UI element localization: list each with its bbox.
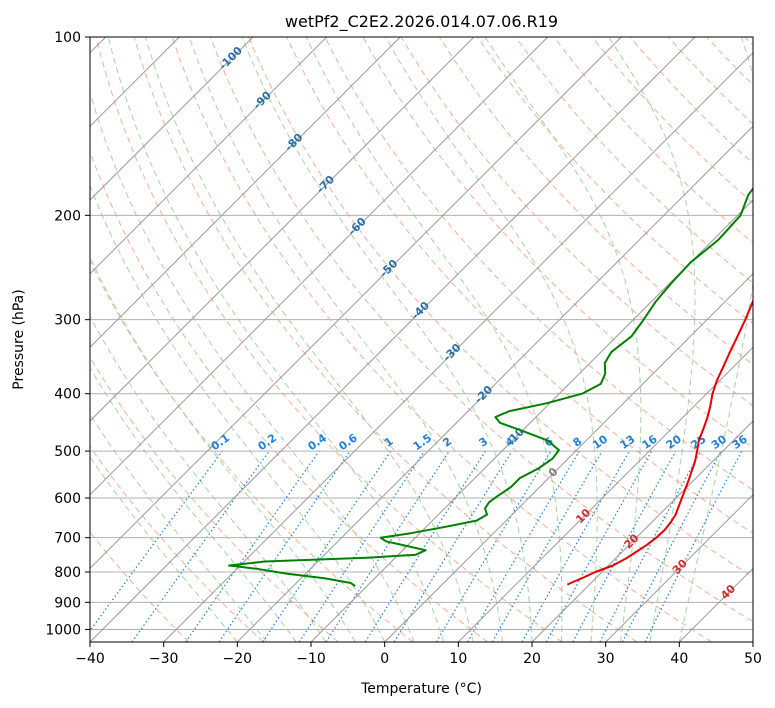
chart-title: wetPf2_C2E2.2026.014.07.06.R19 bbox=[285, 12, 558, 32]
dry-adiabat-line bbox=[477, 37, 753, 325]
mixing-ratio-line bbox=[218, 450, 351, 642]
pressure-gridlines bbox=[90, 37, 753, 630]
x-axis: −40 −30 −20 −10 0 10 20 30 40 50 bbox=[75, 642, 762, 667]
mixing-ratio-line bbox=[185, 450, 320, 642]
x-tick-label: −40 bbox=[75, 651, 105, 667]
isotherm-line bbox=[90, 37, 549, 496]
mixing-ratio-line bbox=[393, 450, 513, 642]
mixing-ratio-line bbox=[521, 450, 631, 642]
dry-adiabat-line bbox=[591, 37, 753, 204]
moist-adiabat-line bbox=[188, 37, 503, 642]
x-axis-label: Temperature (°C) bbox=[360, 681, 482, 697]
dry-adiabat-line bbox=[515, 37, 753, 284]
dry-adiabat-line bbox=[171, 37, 712, 642]
y-tick-label: 900 bbox=[54, 595, 81, 611]
isotherm-line bbox=[90, 37, 401, 349]
plot-area: -100-90-80-70-60-50-40-30-20-10010203040… bbox=[90, 37, 753, 642]
x-tick-label: −30 bbox=[149, 651, 179, 667]
x-tick-label: 50 bbox=[744, 651, 762, 667]
dry-adiabat-line bbox=[90, 445, 264, 642]
dry-adiabat-line bbox=[90, 259, 414, 642]
isotherm-line bbox=[163, 51, 753, 642]
dry-adiabat-line bbox=[629, 37, 753, 165]
moist-adiabat-line bbox=[385, 37, 598, 642]
moist-adiabat-line bbox=[90, 255, 356, 642]
mixing-ratio-line bbox=[364, 450, 486, 642]
moist-adiabat-line bbox=[90, 90, 415, 642]
dry-adiabat-line bbox=[133, 37, 638, 642]
y-tick-label: 100 bbox=[54, 30, 81, 46]
isotherm-line bbox=[90, 37, 328, 275]
dewpoint-profile-line bbox=[228, 186, 753, 587]
dry-adiabat-line bbox=[95, 37, 563, 642]
y-tick-label: 200 bbox=[54, 208, 81, 224]
isotherm-line bbox=[90, 37, 475, 422]
plot-frame bbox=[89, 36, 754, 643]
moist-adiabat-line bbox=[678, 37, 753, 642]
x-tick-label: 20 bbox=[523, 651, 541, 667]
mixing-ratio-line bbox=[466, 450, 580, 642]
y-tick-label: 300 bbox=[54, 313, 81, 329]
mixing-ratio-line bbox=[435, 450, 552, 642]
y-axis-label: Pressure (hPa) bbox=[11, 289, 27, 389]
y-tick-label: 800 bbox=[54, 565, 81, 581]
moist-adiabat-line bbox=[90, 413, 268, 642]
moist-adiabat-line bbox=[90, 184, 386, 642]
isotherms bbox=[90, 37, 753, 642]
y-tick-label: 400 bbox=[54, 387, 81, 403]
mixing-ratio-line bbox=[491, 450, 603, 642]
moist-adiabat-line bbox=[90, 456, 238, 642]
isotherm-line bbox=[457, 346, 753, 642]
x-tick-label: 10 bbox=[449, 651, 467, 667]
mixing-ratio-line bbox=[572, 450, 677, 642]
dry-adiabat-line bbox=[324, 37, 753, 491]
isotherm-line bbox=[531, 420, 753, 642]
y-tick-label: 1000 bbox=[45, 622, 81, 638]
x-tick-label: 40 bbox=[670, 651, 688, 667]
x-tick-label: −20 bbox=[223, 651, 253, 667]
isotherm-line bbox=[90, 37, 254, 201]
mixing-ratio-line bbox=[325, 450, 450, 642]
mixing-ratio-line bbox=[131, 450, 270, 642]
y-axis: 100 200 300 400 500 600 700 800 900 1000 bbox=[45, 30, 90, 638]
isotherm-line bbox=[605, 493, 753, 642]
y-tick-label: 600 bbox=[54, 491, 81, 507]
moist-adiabat-line bbox=[145, 37, 474, 642]
isotherm-line bbox=[236, 125, 753, 642]
isotherm-line bbox=[90, 37, 622, 570]
moist-adiabat-line bbox=[107, 37, 445, 642]
moist-adiabats bbox=[90, 37, 753, 642]
isotherm-line bbox=[310, 199, 753, 642]
y-tick-label: 500 bbox=[54, 444, 81, 460]
moist-adiabat-line bbox=[241, 37, 533, 642]
dry-adiabat-line bbox=[248, 37, 753, 578]
moist-adiabat-line bbox=[608, 37, 696, 642]
mixing-ratio-line bbox=[90, 450, 223, 632]
x-tick-label: −10 bbox=[296, 651, 326, 667]
x-tick-label: 0 bbox=[380, 651, 389, 667]
y-tick-label: 700 bbox=[54, 531, 81, 547]
profile-series bbox=[228, 186, 753, 587]
temperature-profile-line bbox=[566, 298, 753, 586]
dry-adiabat-line bbox=[400, 37, 753, 407]
x-tick-label: 30 bbox=[597, 651, 615, 667]
dry-adiabat-line bbox=[210, 37, 753, 623]
isotherm-line bbox=[90, 37, 696, 642]
isotherm-line bbox=[384, 272, 753, 642]
